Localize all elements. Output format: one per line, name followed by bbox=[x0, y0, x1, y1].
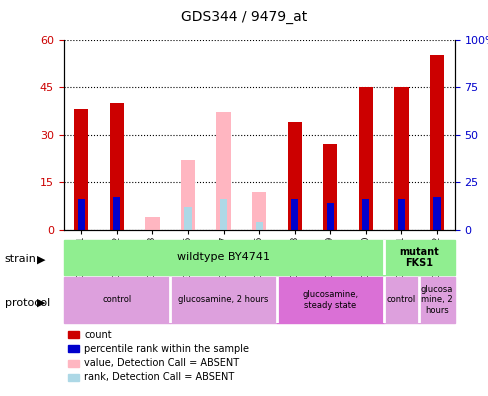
Text: GDS344 / 9479_at: GDS344 / 9479_at bbox=[181, 10, 307, 24]
Text: glucosamine,
steady state: glucosamine, steady state bbox=[302, 290, 358, 310]
Bar bbox=[220, 199, 227, 230]
Bar bbox=[181, 160, 195, 230]
Bar bbox=[110, 103, 124, 230]
Bar bbox=[251, 192, 266, 230]
Bar bbox=[113, 197, 120, 230]
Bar bbox=[63, 240, 383, 275]
Bar bbox=[290, 199, 298, 230]
Bar bbox=[255, 222, 262, 230]
Bar bbox=[78, 199, 85, 230]
Bar bbox=[170, 277, 276, 323]
Text: mutant
FKS1: mutant FKS1 bbox=[399, 247, 438, 268]
Bar bbox=[287, 122, 301, 230]
Bar bbox=[418, 277, 454, 323]
Bar bbox=[323, 144, 337, 230]
Bar bbox=[184, 207, 191, 230]
Bar bbox=[326, 203, 333, 230]
Bar bbox=[276, 277, 383, 323]
Bar bbox=[362, 199, 368, 230]
Bar bbox=[429, 55, 443, 230]
Text: glucosa
mine, 2
hours: glucosa mine, 2 hours bbox=[420, 285, 452, 315]
Text: control: control bbox=[386, 295, 415, 305]
Text: value, Detection Call = ABSENT: value, Detection Call = ABSENT bbox=[84, 358, 239, 368]
Bar bbox=[358, 87, 372, 230]
Bar bbox=[74, 109, 88, 230]
Bar bbox=[397, 199, 404, 230]
Text: count: count bbox=[84, 329, 111, 340]
Bar bbox=[393, 87, 407, 230]
Text: glucosamine, 2 hours: glucosamine, 2 hours bbox=[178, 295, 268, 305]
Bar bbox=[383, 277, 418, 323]
Text: rank, Detection Call = ABSENT: rank, Detection Call = ABSENT bbox=[84, 372, 234, 383]
Bar bbox=[216, 112, 230, 230]
Text: control: control bbox=[102, 295, 131, 305]
Bar bbox=[383, 240, 454, 275]
Bar bbox=[432, 197, 440, 230]
Text: ▶: ▶ bbox=[37, 298, 46, 308]
Text: protocol: protocol bbox=[5, 298, 50, 308]
Bar bbox=[145, 217, 159, 230]
Text: strain: strain bbox=[5, 254, 37, 265]
Text: percentile rank within the sample: percentile rank within the sample bbox=[84, 344, 248, 354]
Text: ▶: ▶ bbox=[37, 254, 46, 265]
Bar bbox=[63, 277, 170, 323]
Text: wildtype BY4741: wildtype BY4741 bbox=[177, 252, 269, 263]
